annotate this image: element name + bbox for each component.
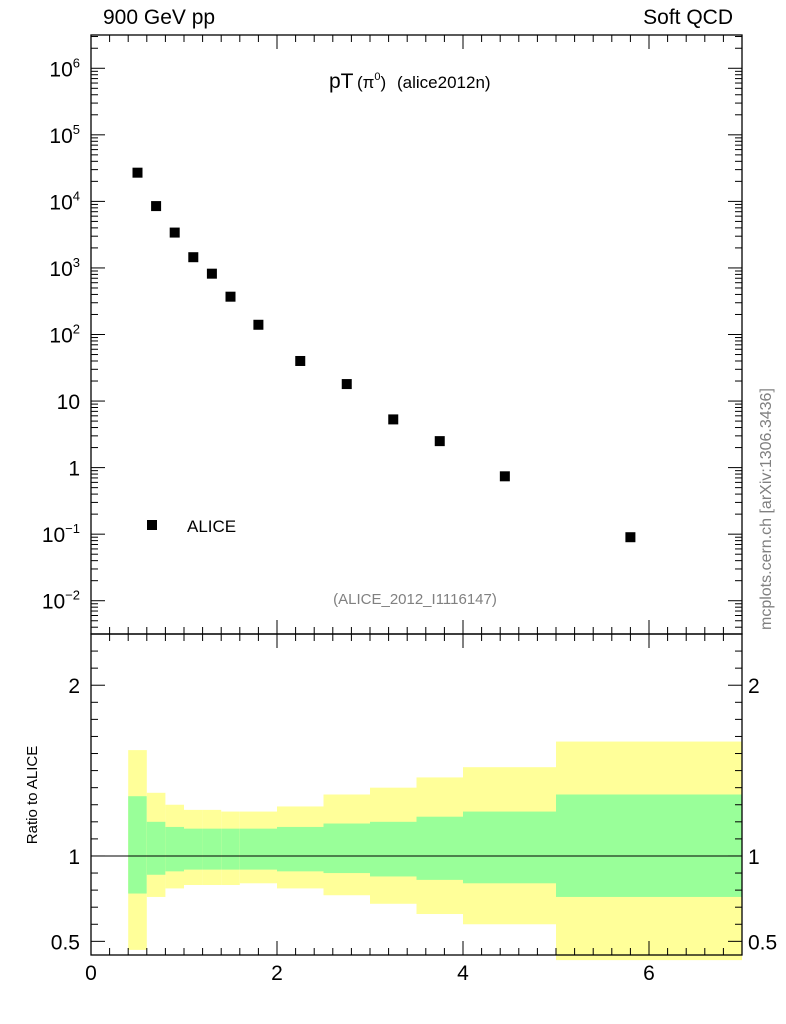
main-y-tick-label-2: 102 (49, 322, 80, 348)
main-y-tick-label-base: 10 (57, 391, 80, 414)
ratio-green-band-4 (202, 828, 222, 870)
main-plot-frame (90, 34, 743, 635)
ratio-green-band-2 (165, 826, 184, 872)
legend-label: ALICE (187, 517, 236, 536)
main-y-tick-label--1: 10−1 (42, 521, 80, 547)
ratio-green-band-1 (146, 821, 166, 875)
x-tick-label-6: 6 (643, 962, 655, 985)
data-point-4 (206, 268, 217, 279)
data-point-8 (341, 379, 352, 390)
main-y-tick-label-1: 10 (57, 391, 80, 414)
main-y-tick-label-base: 10 (49, 191, 72, 214)
data-point-12 (625, 532, 636, 543)
main-y-tick-label-exponent: 2 (73, 322, 80, 337)
ratio-green-band-0 (128, 796, 147, 894)
analysis-id-watermark: (ALICE_2012_I1116147) (333, 591, 497, 608)
main-y-tick-label--2: 10−2 (42, 588, 80, 614)
chart-title-tag: (alice2012n) (397, 73, 491, 92)
main-y-tick-label-base: 10 (49, 325, 72, 348)
data-point-10 (434, 436, 445, 447)
ratio-bands (128, 741, 742, 961)
data-point-11 (499, 471, 510, 482)
data-point-7 (295, 355, 306, 366)
chart-title-main: pT (329, 70, 354, 93)
main-y-tick-label-exponent: 4 (73, 188, 80, 203)
main-y-tick-label-base: 1 (68, 458, 80, 481)
ratio-y-tick-label-right-0.5: 0.5 (748, 931, 777, 954)
main-y-tick-label-base: 10 (49, 125, 72, 148)
ratio-green-band-3 (184, 828, 203, 870)
chart-title-particle-sup: 0 (374, 71, 380, 83)
data-point-0 (132, 167, 143, 178)
main-y-tick-label-base: 10 (49, 58, 72, 81)
data-point-5 (225, 291, 236, 302)
ratio-y-tick-label-left-1: 1 (68, 846, 80, 869)
header-collision-label: 900 GeV pp (103, 6, 216, 29)
data-point-3 (188, 252, 199, 263)
main-y-tick-label-exponent: 6 (73, 55, 80, 70)
chart-title-particle-close: ) (381, 73, 387, 92)
main-y-tick-label-5: 105 (49, 122, 80, 148)
x-tick-label-2: 2 (271, 962, 283, 985)
ratio-green-band-10 (416, 816, 463, 880)
x-tick-label-0: 0 (85, 962, 97, 985)
main-y-tick-label-exponent: 5 (73, 122, 80, 137)
main-y-tick-label-4: 104 (49, 188, 80, 214)
data-point-6 (253, 319, 264, 330)
data-series-alice (132, 167, 636, 543)
axis-ticks (90, 35, 743, 955)
main-y-tick-label-3: 103 (49, 255, 80, 281)
ratio-green-band-12 (556, 794, 742, 897)
main-y-tick-label-6: 106 (49, 55, 80, 81)
ratio-y-tick-label-left-0.5: 0.5 (51, 931, 80, 954)
x-tick-label-4: 4 (457, 962, 469, 985)
ratio-green-band-7 (277, 826, 324, 872)
data-point-1 (151, 201, 162, 212)
ratio-green-band-9 (370, 821, 417, 877)
header-category-label: Soft QCD (643, 6, 733, 29)
chart-title-particle: (π0) (357, 71, 386, 92)
ratio-green-band-8 (323, 823, 370, 874)
main-y-tick-label-0: 1 (68, 458, 80, 481)
ratio-y-tick-label-right-1: 1 (748, 846, 760, 869)
ratio-y-tick-label-right-2: 2 (748, 675, 760, 698)
data-point-9 (388, 414, 399, 425)
ratio-ylabel: Ratio to ALICE (24, 746, 41, 844)
main-y-tick-label-base: 10 (42, 524, 65, 547)
main-y-tick-label-exponent: −2 (65, 588, 80, 603)
ratio-y-tick-label-left-2: 2 (68, 675, 80, 698)
data-point-2 (169, 227, 180, 238)
main-y-tick-label-base: 10 (49, 258, 72, 281)
legend-marker (147, 520, 157, 530)
main-y-tick-label-exponent: −1 (65, 521, 80, 536)
chart-title-particle-open: (π (357, 73, 374, 92)
ratio-green-band-11 (463, 811, 556, 884)
ratio-green-band-5 (221, 828, 240, 870)
main-y-tick-label-exponent: 3 (73, 255, 80, 270)
main-y-tick-label-base: 10 (42, 591, 65, 614)
ratio-plot-frame (90, 633, 743, 956)
ratio-green-band-6 (239, 828, 277, 870)
